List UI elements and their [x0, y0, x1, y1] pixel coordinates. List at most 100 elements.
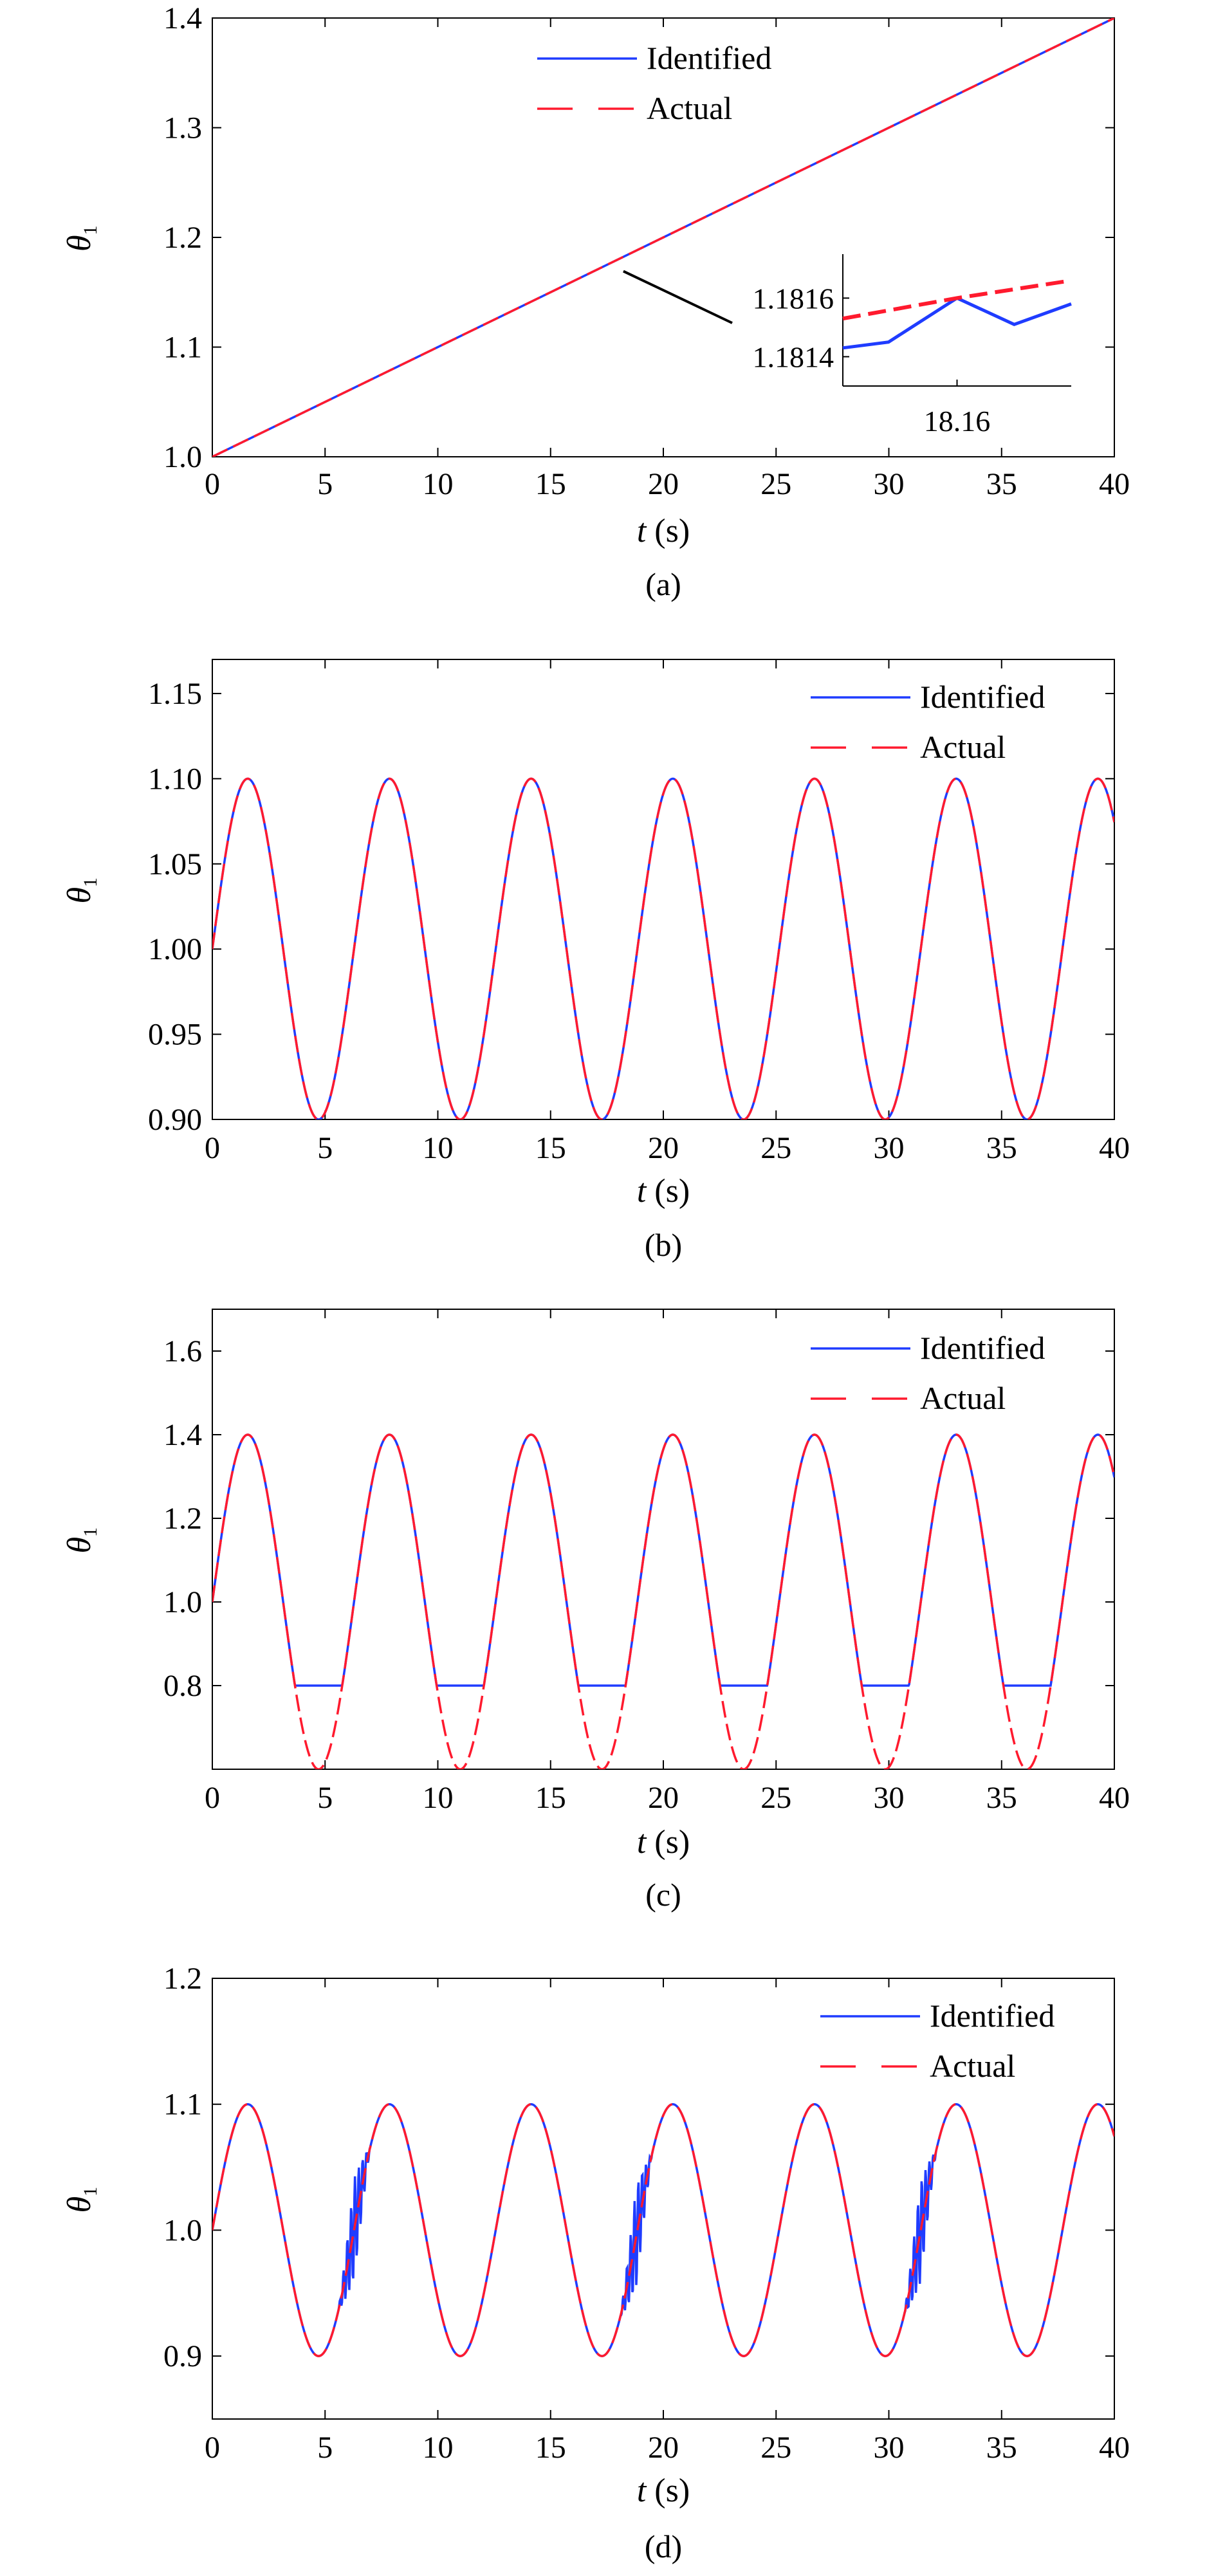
legend-label-actual: Actual [920, 729, 1006, 765]
x-tick-label: 5 [317, 467, 333, 501]
x-tick-label: 35 [986, 467, 1017, 501]
inset-y-tick-label: 1.1814 [753, 340, 834, 373]
y-axis-label-var: θ [61, 887, 98, 904]
x-tick-label: 25 [760, 2431, 791, 2465]
x-tick-label: 15 [535, 1131, 566, 1165]
x-tick-label: 20 [648, 1781, 679, 1815]
x-axis-label: t (s) [637, 1824, 690, 1861]
x-tick-label: 10 [423, 1131, 454, 1165]
inset-y-tick-label: 1.1816 [753, 282, 834, 315]
x-axis-label-var: t [637, 2472, 647, 2509]
y-axis-label: θ1 [61, 1527, 101, 1554]
x-tick-label: 15 [535, 467, 566, 501]
y-tick-label: 1.00 [148, 932, 202, 966]
plot-area [212, 777, 1114, 1119]
x-tick-label: 15 [535, 1781, 566, 1815]
x-tick-label: 10 [423, 2431, 454, 2465]
x-tick-label: 25 [760, 467, 791, 501]
x-tick-label: 35 [986, 2431, 1017, 2465]
y-axis-label: θ1 [61, 878, 101, 904]
inset-chart: 1.1814 1.1816 18.16 [753, 254, 1072, 437]
plot-frame [212, 1309, 1115, 1770]
legend-label-identified: Identified [920, 1330, 1045, 1366]
legend-label-actual: Actual [930, 2048, 1015, 2084]
panel-caption: (b) [645, 1227, 682, 1263]
y-tick-label: 1.15 [148, 677, 202, 711]
y-axis-label-sub: 1 [80, 1527, 101, 1537]
chart-panel-c: 0 5 10 15 20 25 30 35 40 0.8 1.0 1.2 1.4 1.6 t (s) θ1 (c… [61, 1309, 1130, 1913]
y-axis-label-var: θ [61, 235, 98, 252]
y-tick-label: 1.0 [163, 1585, 202, 1619]
y-tick-label: 1.4 [163, 1418, 202, 1452]
x-tick-label: 30 [874, 2431, 905, 2465]
x-tick-label: 40 [1099, 467, 1130, 501]
y-tick-label: 0.95 [148, 1018, 202, 1052]
series-identified-line [212, 777, 1114, 1119]
y-axis-label-sub: 1 [80, 225, 101, 235]
chart-panel-a: 0 5 10 15 20 25 30 35 40 1.0 1.1 1.2 1.3 1.4 t (s) θ1 (a… [61, 1, 1130, 602]
x-tick-label: 0 [205, 2431, 220, 2465]
y-axis-label-sub: 1 [80, 878, 101, 887]
chart-panel-d: 0 5 10 15 20 25 30 35 40 0.9 1.0 1.1 1.2 t (s) θ1 (d) Id… [61, 1962, 1130, 2564]
y-tick-label: 1.1 [163, 2088, 202, 2122]
inset-identified-line [842, 296, 1072, 350]
x-tick-label: 20 [648, 2431, 679, 2465]
panel-caption: (a) [645, 566, 681, 602]
x-tick-label: 25 [760, 1131, 791, 1165]
y-tick-label: 1.0 [163, 440, 202, 474]
x-axis-label-unit: (s) [646, 2472, 690, 2509]
x-tick-label: 40 [1099, 2431, 1130, 2465]
y-tick-label: 0.9 [163, 2339, 202, 2373]
legend-label-actual: Actual [920, 1380, 1006, 1416]
series-identified-line [212, 1433, 1114, 1687]
y-axis-label: θ1 [61, 225, 101, 252]
x-axis-label: t (s) [637, 513, 690, 549]
series-actual-line [212, 2102, 1114, 2357]
plot-area [212, 1433, 1114, 1769]
x-axis-label-unit: (s) [646, 1173, 690, 1210]
y-tick-label: 1.3 [163, 111, 202, 145]
x-tick-label: 35 [986, 1781, 1017, 1815]
x-tick-label: 15 [535, 2431, 566, 2465]
y-tick-label: 1.05 [148, 847, 202, 881]
x-axis-label-var: t [637, 1173, 647, 1210]
series-actual-line [212, 1433, 1114, 1769]
x-axis-label: t (s) [637, 2472, 690, 2509]
x-tick-label: 35 [986, 1131, 1017, 1165]
x-tick-label: 30 [874, 467, 905, 501]
legend-label-identified: Identified [930, 1998, 1055, 2034]
x-tick-label: 25 [760, 1781, 791, 1815]
x-tick-label: 30 [874, 1131, 905, 1165]
x-tick-label: 40 [1099, 1131, 1130, 1165]
plot-frame [212, 1978, 1115, 2420]
y-tick-label: 1.2 [163, 221, 202, 255]
chart-panel-b: 0 5 10 15 20 25 30 35 40 0.90 0.95 1.00 1.05 1.10 1.15… [61, 659, 1130, 1263]
legend-label-identified: Identified [647, 40, 771, 76]
legend-label-actual: Actual [647, 90, 732, 126]
y-tick-label: 1.2 [163, 1962, 202, 1996]
x-tick-label: 0 [205, 1781, 220, 1815]
y-axis-label-var: θ [61, 2196, 98, 2213]
x-tick-label: 5 [317, 2431, 333, 2465]
series-actual-line [212, 18, 1114, 457]
x-tick-label: 10 [423, 467, 454, 501]
x-axis-label-unit: (s) [646, 1824, 690, 1861]
x-tick-label: 5 [317, 1781, 333, 1815]
x-axis-label-var: t [637, 513, 647, 549]
x-tick-label: 40 [1099, 1781, 1130, 1815]
inset-pointer-line [623, 270, 733, 324]
y-tick-label: 1.6 [163, 1334, 202, 1368]
x-tick-label: 20 [648, 1131, 679, 1165]
y-axis-label-var: θ [61, 1537, 98, 1554]
y-axis-label: θ1 [61, 2187, 101, 2213]
inset-x-tick-label: 18.16 [924, 405, 991, 437]
y-tick-label: 1.2 [163, 1502, 202, 1536]
y-axis-label-sub: 1 [80, 2187, 101, 2196]
panel-caption: (c) [645, 1877, 681, 1913]
inset-actual-line [842, 279, 1072, 321]
x-axis-label-var: t [637, 1824, 647, 1861]
y-tick-label: 1.10 [148, 762, 202, 796]
y-tick-label: 0.90 [148, 1103, 202, 1137]
panel-caption: (d) [645, 2528, 682, 2564]
